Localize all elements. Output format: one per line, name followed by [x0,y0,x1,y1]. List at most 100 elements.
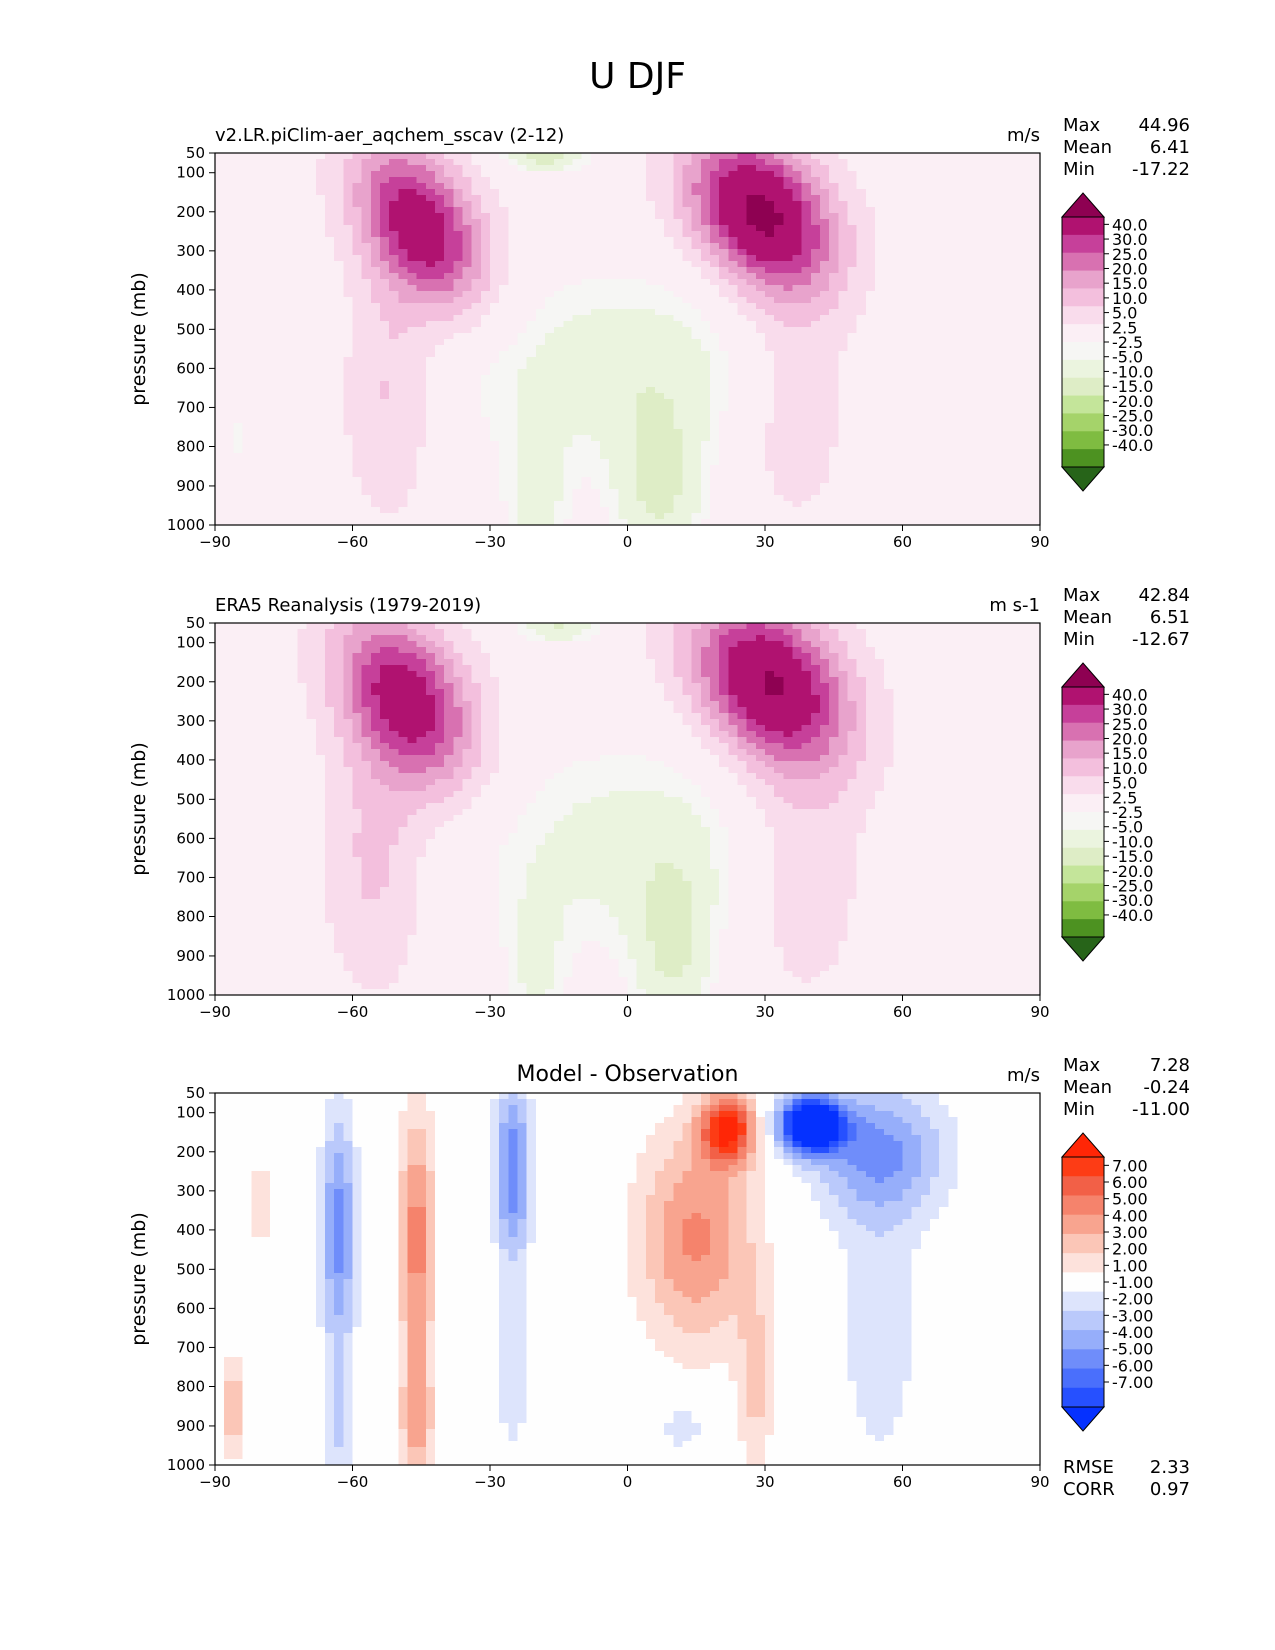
contour-cell [884,417,894,424]
contour-cell [1003,243,1014,250]
contour-cell [499,237,509,244]
contour-cell [370,399,381,406]
contour-cell [765,171,775,178]
contour-cell [985,435,995,442]
contour-cell [700,399,711,406]
contour-cell [554,423,564,430]
contour-cell [297,423,308,430]
contour-cell [737,177,748,184]
contour-cell [1012,153,1023,160]
contour-cell [462,159,473,166]
contour-cell [334,267,344,274]
contour-cell [838,189,849,196]
contour-cell [884,309,894,316]
contour-cell [966,393,977,400]
contour-cell [728,225,739,232]
contour-cell [627,153,638,160]
contour-cell [700,225,711,232]
contour-cell [939,381,949,388]
contour-cell [710,309,720,316]
contour-cell [920,327,931,334]
contour-cell [389,435,399,442]
contour-cell [380,417,390,424]
contour-cell [1021,441,1032,448]
contour-cell [590,399,601,406]
contour-cell [820,165,830,172]
contour-cell [563,453,574,460]
contour-cell [325,201,335,208]
contour-cell [389,393,399,400]
contour-cell [838,333,849,340]
contour-cell [755,309,766,316]
contour-cell [856,189,867,196]
contour-cell [627,471,638,478]
contour-cell [233,165,244,172]
contour-cell [1021,381,1032,388]
contour-cell [370,393,381,400]
contour-cell [719,183,729,190]
contour-cell [416,441,427,448]
contour-cell [572,213,583,220]
contour-cell [435,189,445,196]
contour-cell [435,279,445,286]
contour-cell [361,315,372,322]
contour-cell [490,309,500,316]
contour-cell [251,315,262,322]
contour-cell [471,183,482,190]
contour-cell [416,381,427,388]
contour-cell [783,219,794,226]
contour-cell [847,273,858,280]
contour-cell [535,195,546,202]
contour-cell [306,213,317,220]
contour-cell [645,165,656,172]
contour-cell [1003,171,1014,178]
contour-cell [682,159,693,166]
contour-cell [664,201,674,208]
contour-cell [471,429,482,436]
contour-cell [572,405,583,412]
contour-cell [279,339,289,346]
contour-cell [380,183,390,190]
contour-cell [966,477,977,484]
contour-cell [1021,303,1032,310]
contour-cell [884,177,894,184]
contour-cell [224,171,234,178]
contour-cell [545,279,555,286]
contour-cell [581,189,592,196]
contour-cell [655,477,665,484]
contour-cell [279,411,289,418]
contour-cell [352,435,363,442]
contour-cell [847,387,858,394]
contour-cell [325,261,335,268]
contour-cell [801,267,812,274]
contour-cell [1003,441,1014,448]
contour-cell [499,351,509,358]
contour-cell [847,231,858,238]
contour-cell [251,159,262,166]
contour-cell [425,339,436,346]
contour-cell [581,273,592,280]
contour-cell [609,303,619,310]
contour-cell [370,339,381,346]
contour-cell [288,339,299,346]
contour-cell [682,423,693,430]
contour-cell [453,447,464,454]
contour-cell [691,231,702,238]
contour-cell [242,201,253,208]
contour-cell [884,321,894,328]
contour-cell [774,465,784,472]
contour-cell [856,405,867,412]
contour-cell [1012,231,1023,238]
contour-cell [233,195,244,202]
contour-cell [224,309,234,316]
contour-cell [820,465,830,472]
contour-cell [380,465,390,472]
contour-cell [710,387,720,394]
contour-cell [279,207,289,214]
contour-cell [233,189,244,196]
contour-cell [801,327,812,334]
contour-cell [618,183,629,190]
contour-cell [746,459,757,466]
contour-cell [242,321,253,328]
contour-cell [260,399,271,406]
